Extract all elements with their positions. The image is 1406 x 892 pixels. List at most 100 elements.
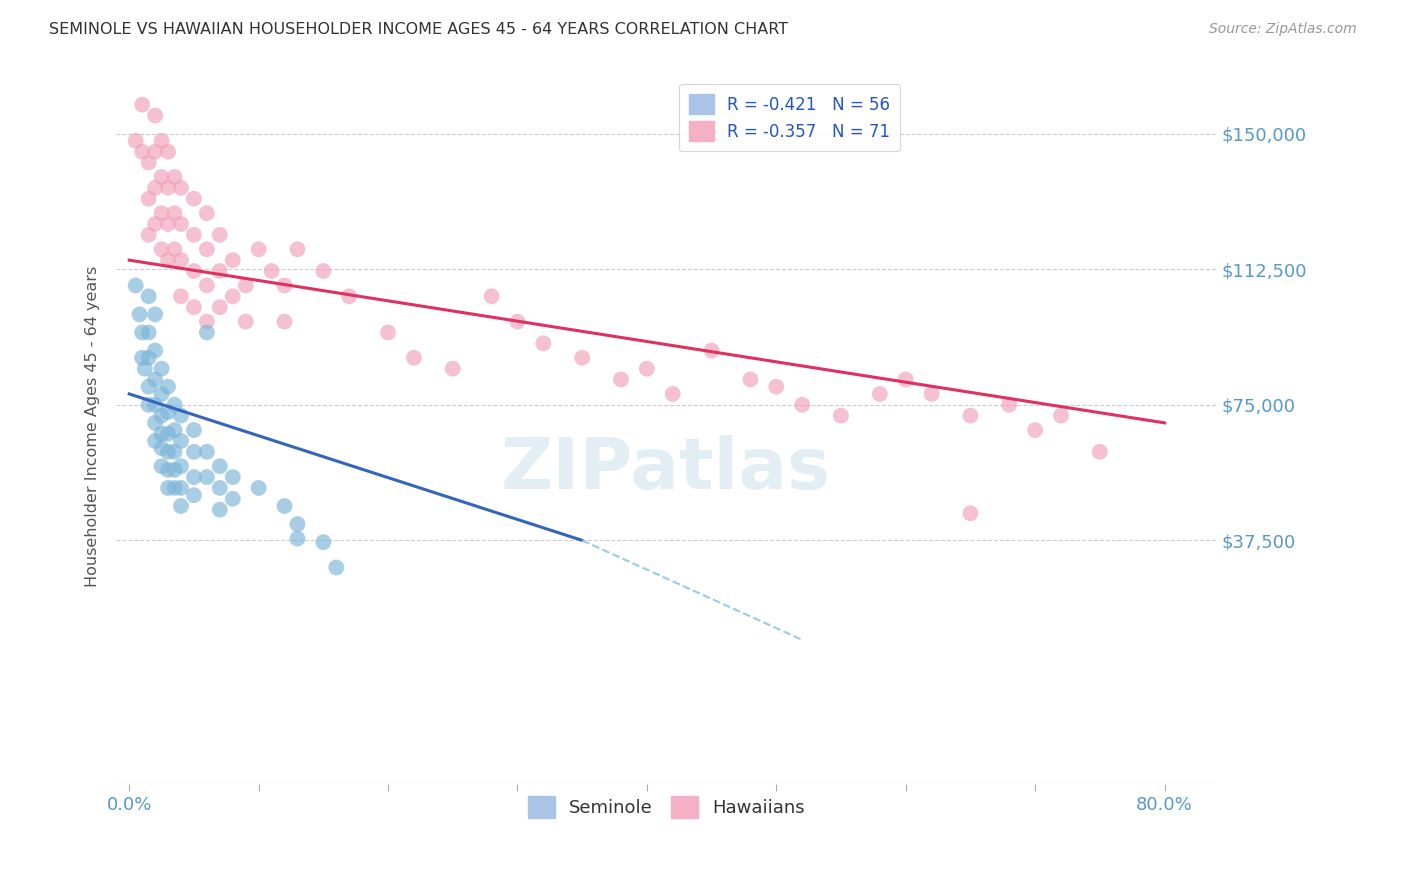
Point	[636, 361, 658, 376]
Point	[195, 326, 218, 340]
Point	[163, 206, 186, 220]
Point	[131, 326, 153, 340]
Point	[792, 398, 814, 412]
Point	[235, 278, 257, 293]
Point	[143, 343, 166, 358]
Text: ZIPatlas: ZIPatlas	[501, 435, 831, 504]
Point	[138, 192, 160, 206]
Point	[150, 169, 173, 184]
Point	[287, 242, 309, 256]
Point	[312, 535, 335, 549]
Point	[959, 409, 981, 423]
Point	[195, 242, 218, 256]
Point	[921, 387, 943, 401]
Point	[273, 278, 295, 293]
Point	[138, 289, 160, 303]
Point	[183, 264, 205, 278]
Point	[222, 253, 245, 268]
Point	[157, 181, 180, 195]
Point	[143, 181, 166, 195]
Point	[134, 361, 156, 376]
Point	[157, 217, 180, 231]
Point	[163, 444, 186, 458]
Point	[959, 506, 981, 520]
Point	[138, 155, 160, 169]
Point	[157, 145, 180, 159]
Point	[163, 398, 186, 412]
Point	[150, 409, 173, 423]
Point	[377, 326, 399, 340]
Point	[273, 315, 295, 329]
Point	[131, 351, 153, 365]
Point	[195, 206, 218, 220]
Legend: Seminole, Hawaiians: Seminole, Hawaiians	[520, 789, 813, 825]
Point	[1024, 423, 1046, 437]
Point	[208, 227, 231, 242]
Point	[195, 444, 218, 458]
Point	[163, 481, 186, 495]
Y-axis label: Householder Income Ages 45 - 64 years: Householder Income Ages 45 - 64 years	[86, 266, 100, 587]
Point	[157, 405, 180, 419]
Point	[125, 278, 148, 293]
Point	[183, 423, 205, 437]
Point	[208, 459, 231, 474]
Point	[170, 289, 193, 303]
Point	[506, 315, 529, 329]
Point	[163, 169, 186, 184]
Point	[170, 434, 193, 448]
Point	[183, 470, 205, 484]
Point	[247, 481, 270, 495]
Point	[740, 372, 762, 386]
Point	[143, 416, 166, 430]
Point	[157, 463, 180, 477]
Point	[1088, 444, 1111, 458]
Point	[661, 387, 683, 401]
Point	[531, 336, 554, 351]
Point	[138, 351, 160, 365]
Point	[150, 441, 173, 455]
Point	[163, 463, 186, 477]
Point	[700, 343, 723, 358]
Point	[131, 145, 153, 159]
Point	[170, 253, 193, 268]
Point	[170, 217, 193, 231]
Point	[150, 361, 173, 376]
Point	[1050, 409, 1073, 423]
Point	[260, 264, 283, 278]
Point	[273, 499, 295, 513]
Point	[195, 470, 218, 484]
Point	[150, 426, 173, 441]
Point	[765, 380, 787, 394]
Point	[163, 423, 186, 437]
Point	[125, 134, 148, 148]
Point	[183, 227, 205, 242]
Point	[143, 372, 166, 386]
Text: SEMINOLE VS HAWAIIAN HOUSEHOLDER INCOME AGES 45 - 64 YEARS CORRELATION CHART: SEMINOLE VS HAWAIIAN HOUSEHOLDER INCOME …	[49, 22, 789, 37]
Point	[138, 398, 160, 412]
Point	[143, 434, 166, 448]
Point	[157, 253, 180, 268]
Point	[208, 481, 231, 495]
Point	[143, 398, 166, 412]
Point	[170, 499, 193, 513]
Point	[441, 361, 464, 376]
Point	[143, 307, 166, 321]
Point	[208, 300, 231, 314]
Point	[481, 289, 503, 303]
Point	[402, 351, 425, 365]
Point	[183, 444, 205, 458]
Point	[287, 517, 309, 532]
Point	[998, 398, 1021, 412]
Point	[138, 227, 160, 242]
Point	[195, 315, 218, 329]
Point	[150, 206, 173, 220]
Point	[150, 242, 173, 256]
Point	[170, 181, 193, 195]
Point	[195, 278, 218, 293]
Point	[312, 264, 335, 278]
Point	[138, 326, 160, 340]
Point	[610, 372, 633, 386]
Point	[830, 409, 852, 423]
Point	[128, 307, 150, 321]
Point	[138, 380, 160, 394]
